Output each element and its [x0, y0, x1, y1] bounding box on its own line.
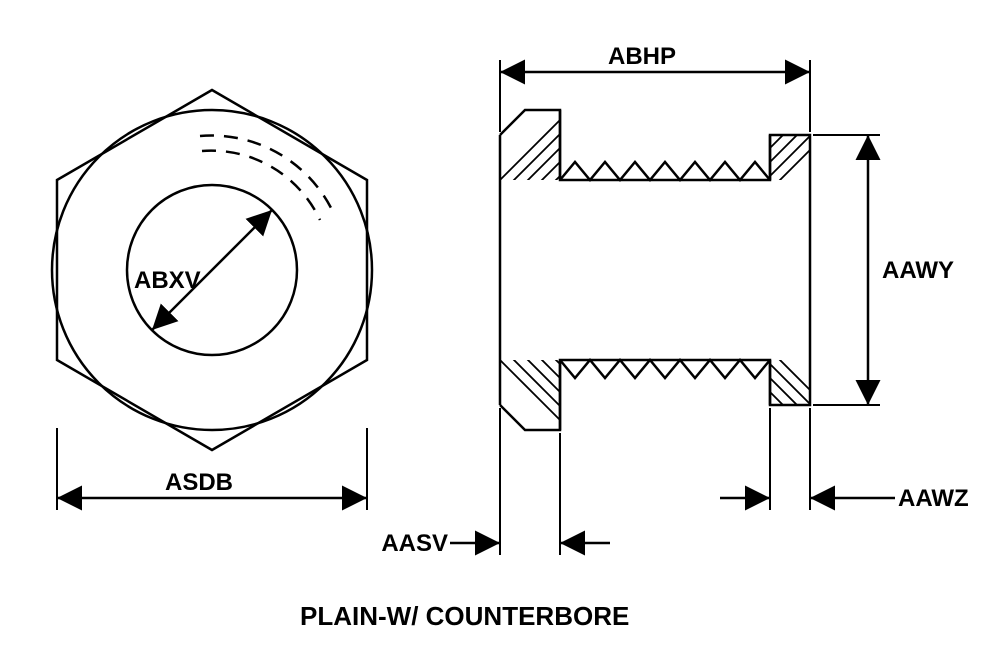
drawing-title: PLAIN-W/ COUNTERBORE	[300, 601, 629, 631]
threads-lower	[560, 360, 770, 378]
aasv-dimension: AASV	[381, 408, 610, 557]
aawz-dimension: AAWZ	[720, 408, 969, 512]
asdb-label: ASDB	[165, 469, 233, 496]
aawy-dimension: AAWY	[813, 135, 954, 405]
aawy-label: AAWY	[882, 257, 954, 284]
aawz-label: AAWZ	[898, 485, 969, 512]
technical-drawing-svg: ABXV ASDB	[0, 0, 987, 671]
lower-profile	[500, 360, 810, 430]
upper-profile	[500, 110, 810, 180]
abxv-label: ABXV	[134, 267, 201, 294]
hex-top-view: ABXV	[52, 90, 372, 450]
aasv-label: AASV	[381, 530, 448, 557]
abhp-dimension: ABHP	[500, 43, 810, 132]
hatch-upper	[480, 80, 880, 200]
threads-upper	[560, 162, 770, 180]
diagram-container: ABXV ASDB	[0, 0, 987, 671]
hatch-lower	[480, 340, 880, 460]
abhp-label: ABHP	[608, 43, 676, 70]
cross-section-view	[480, 80, 880, 460]
asdb-dimension: ASDB	[57, 428, 367, 510]
